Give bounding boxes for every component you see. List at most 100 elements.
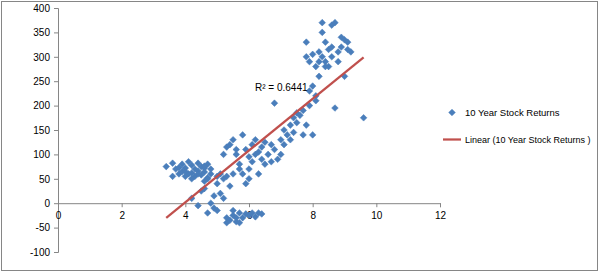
tick: 10 (371, 203, 383, 221)
point (176, 164, 183, 171)
tick-label: 8 (310, 210, 316, 221)
point (223, 144, 230, 151)
point (236, 166, 243, 173)
tick-mark (185, 203, 186, 207)
legend-label: Linear (10 Year Stock Returns ) (465, 135, 591, 145)
point (233, 146, 240, 153)
point (316, 73, 323, 80)
point (230, 171, 237, 178)
point (281, 141, 288, 148)
point (220, 195, 227, 202)
point (223, 173, 230, 180)
point (195, 171, 202, 178)
tick-label: 100 (33, 149, 50, 160)
tick-mark (54, 179, 58, 180)
legend-label: 10 Year Stock Returns (465, 107, 560, 118)
point (348, 49, 355, 56)
tick-label: 2 (119, 210, 125, 221)
point (287, 122, 294, 129)
point (344, 39, 351, 46)
tick-label: 400 (33, 3, 50, 14)
tick: 250 (33, 76, 58, 87)
legend: 10 Year Stock Returns Linear (10 Year Sto… (443, 107, 591, 145)
tick: 4 (183, 203, 189, 221)
tick: 8 (310, 203, 316, 221)
point (306, 58, 313, 65)
point (332, 19, 339, 26)
point (220, 151, 227, 158)
point (360, 114, 367, 121)
point (201, 163, 208, 170)
point (268, 158, 275, 165)
tick: 400 (33, 3, 58, 14)
point (332, 105, 339, 112)
point (287, 136, 294, 143)
point (230, 136, 237, 143)
tick: 12 (435, 203, 447, 221)
point (195, 202, 202, 209)
tick-label: 350 (33, 27, 50, 38)
point (214, 180, 221, 187)
annotation: R² = 0.6441 (255, 82, 308, 93)
trend-line (166, 57, 363, 218)
tick-mark (54, 8, 58, 9)
tick-mark (54, 252, 58, 253)
tick-mark (249, 203, 250, 207)
point (169, 173, 176, 180)
point (271, 100, 278, 107)
chart: -100-50050100150200250300350400024681012… (0, 0, 600, 273)
tick: 50 (39, 174, 58, 185)
legend-swatch (449, 109, 456, 116)
tick-label: 200 (33, 100, 50, 111)
point (278, 151, 285, 158)
point (258, 211, 265, 218)
tick-label: 10 (371, 210, 383, 221)
tick-mark (54, 130, 58, 131)
point (246, 166, 253, 173)
tick: 150 (33, 125, 58, 136)
point (319, 29, 326, 36)
point (322, 39, 329, 46)
y-axis: -100 -50 0 50 100 150 200 250 300 350 400 (30, 3, 59, 258)
point (303, 39, 310, 46)
tick: 200 (33, 100, 58, 111)
point (328, 44, 335, 51)
point (338, 44, 345, 51)
point (268, 141, 275, 148)
tick-mark (440, 203, 441, 207)
point (239, 132, 246, 139)
point (335, 58, 342, 65)
tick-label: 300 (33, 52, 50, 63)
tick-mark (58, 203, 59, 207)
point (214, 207, 221, 214)
tick-mark (54, 228, 58, 229)
tick-mark (54, 154, 58, 155)
point (262, 161, 269, 168)
tick-label: -50 (36, 222, 51, 233)
point (204, 210, 211, 217)
tick: -100 (30, 247, 58, 258)
tick-mark (122, 203, 123, 207)
tick-mark (54, 81, 58, 82)
tick-label: -100 (30, 247, 50, 258)
point (182, 168, 189, 175)
point (309, 51, 316, 58)
point (319, 19, 326, 26)
point (163, 163, 170, 170)
tick-label: 250 (33, 76, 50, 87)
point (300, 132, 307, 139)
tick: 350 (33, 27, 58, 38)
tick-label: 50 (39, 174, 51, 185)
tick-label: 4 (183, 210, 189, 221)
tick-mark (313, 203, 314, 207)
point (303, 122, 310, 129)
point (211, 193, 218, 200)
point (290, 129, 297, 136)
tick: -50 (36, 222, 58, 233)
tick: 0 (56, 203, 62, 221)
chart-frame (2, 2, 598, 271)
tick-mark (54, 106, 58, 107)
tick: 0 (44, 198, 58, 209)
point (249, 158, 256, 165)
point (255, 171, 262, 178)
